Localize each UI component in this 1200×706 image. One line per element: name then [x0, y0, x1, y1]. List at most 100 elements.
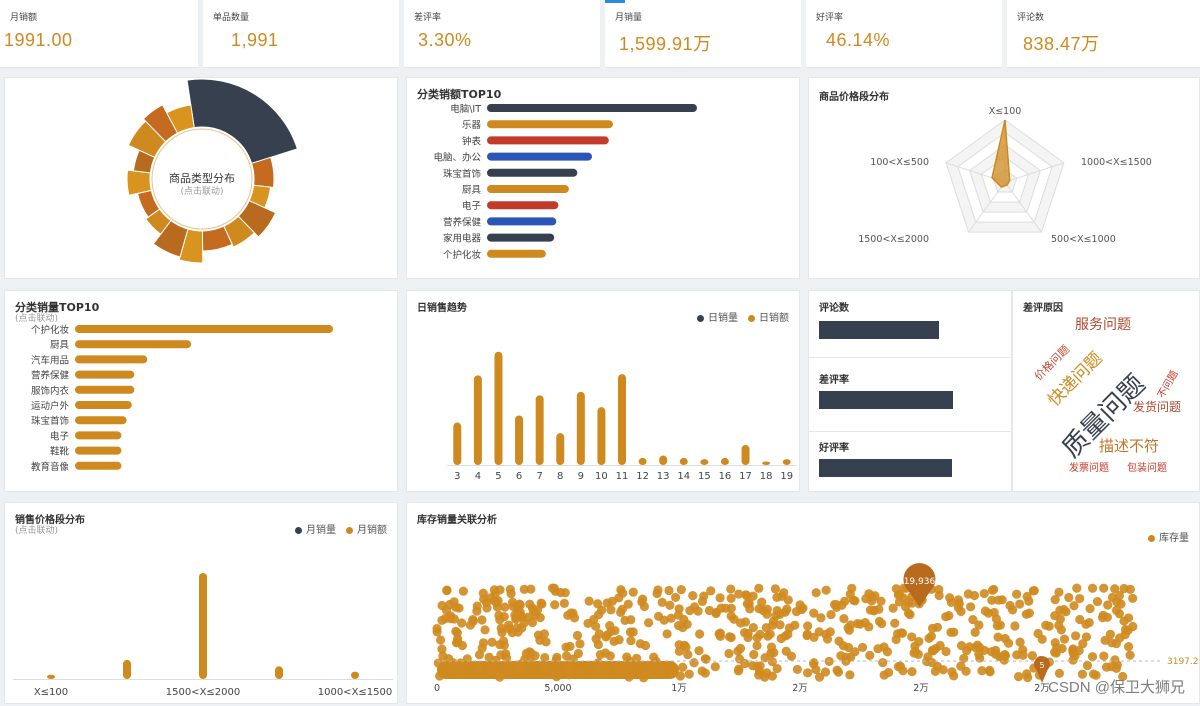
bar[interactable] [75, 385, 135, 394]
donut-slice[interactable] [166, 104, 195, 134]
scatter-point[interactable] [721, 603, 731, 613]
scatter-point[interactable] [575, 639, 585, 649]
scatter-point[interactable] [803, 621, 813, 631]
scatter-point[interactable] [670, 592, 681, 603]
scatter-point[interactable] [1112, 660, 1122, 670]
scatter-point[interactable] [977, 666, 987, 676]
scatter-point[interactable] [516, 659, 526, 669]
scatter-point[interactable] [873, 644, 883, 654]
scatter-point[interactable] [733, 646, 743, 656]
scatter-point[interactable] [733, 666, 744, 676]
scatter-point[interactable] [1054, 587, 1064, 597]
scatter-point[interactable] [898, 593, 908, 603]
bar[interactable] [679, 457, 688, 465]
scatter-point[interactable] [897, 628, 908, 638]
scatter-point[interactable] [665, 600, 675, 610]
word[interactable]: 发票问题 [1069, 461, 1109, 474]
scatter-point[interactable] [772, 592, 782, 602]
scatter-point[interactable] [559, 598, 569, 608]
radar-axis[interactable] [1004, 181, 1042, 233]
scatter-point[interactable] [704, 605, 714, 616]
bar[interactable] [47, 674, 55, 679]
scatter-point[interactable] [437, 644, 447, 654]
scatter-point[interactable] [724, 632, 735, 642]
scatter-point[interactable] [715, 631, 725, 642]
bar[interactable] [75, 416, 127, 425]
scatter-point[interactable] [656, 665, 666, 676]
scatter-point[interactable] [909, 648, 919, 658]
scatter-point[interactable] [769, 648, 779, 658]
scatter-point[interactable] [1087, 583, 1098, 593]
scatter-point[interactable] [1012, 589, 1022, 599]
scatter-point[interactable] [867, 596, 877, 606]
bar[interactable] [453, 422, 462, 465]
bar[interactable] [487, 136, 609, 145]
scatter-point[interactable] [893, 662, 904, 672]
scatter-point[interactable] [1128, 593, 1138, 603]
scatter-point[interactable] [458, 586, 468, 596]
scatter-point[interactable] [1112, 597, 1122, 607]
scatter-point[interactable] [1027, 650, 1037, 661]
scatter-point[interactable] [742, 591, 752, 601]
scatter-point[interactable] [1111, 605, 1122, 616]
scatter-point[interactable] [1103, 600, 1113, 610]
scatter-point[interactable] [437, 600, 447, 611]
scatter-point[interactable] [688, 591, 698, 601]
scatter-point[interactable] [770, 584, 780, 594]
scatter-point[interactable] [684, 669, 694, 679]
scatter-point[interactable] [482, 603, 492, 613]
scatter-point[interactable] [623, 599, 633, 609]
bar[interactable] [75, 461, 122, 470]
scatter-point[interactable] [504, 666, 514, 676]
scatter-point[interactable] [573, 667, 583, 677]
daily-trend-chart[interactable]: 3 4 5 6 7 8 9 10 11 12 13 14 15 16 17 18 19 [407, 291, 800, 492]
scatter-point[interactable] [768, 616, 779, 626]
donut-slice[interactable] [178, 228, 204, 264]
scatter-point[interactable] [652, 588, 662, 599]
scatter-point[interactable] [907, 632, 917, 642]
bar[interactable] [487, 152, 592, 161]
scatter-point[interactable] [584, 596, 594, 606]
scatter-point[interactable] [625, 627, 636, 637]
radar-axis[interactable] [968, 181, 1006, 233]
scatter-point[interactable] [605, 651, 615, 661]
scatter-point[interactable] [626, 615, 636, 625]
scatter-point[interactable] [882, 647, 893, 657]
scatter-point[interactable] [852, 618, 863, 629]
scatter-point[interactable] [846, 652, 856, 662]
scatter-point[interactable] [678, 622, 688, 633]
bar[interactable] [75, 340, 192, 349]
scatter-point[interactable] [1050, 638, 1060, 648]
bar[interactable] [75, 325, 333, 333]
scatter-point[interactable] [821, 585, 831, 595]
scatter-point[interactable] [639, 601, 650, 612]
price-segment-chart[interactable]: X≤100 1500<X≤2000 1000<X≤1500 [5, 503, 398, 704]
scatter-point[interactable] [1022, 669, 1032, 679]
scatter-point[interactable] [504, 624, 515, 634]
scatter-point[interactable] [1050, 611, 1060, 621]
scatter-point[interactable] [614, 593, 624, 603]
scatter-point[interactable] [1099, 651, 1109, 661]
scatter-point[interactable] [639, 673, 649, 683]
scatter-point[interactable] [1028, 586, 1038, 596]
good-review-rate-bar[interactable] [819, 459, 952, 477]
scatter-point[interactable] [865, 650, 875, 660]
scatter-point[interactable] [1123, 642, 1134, 652]
price-radar-chart[interactable]: X≤100 1000<X≤1500 500<X≤1000 1500<X≤2000 100… [809, 78, 1200, 279]
scatter-point[interactable] [1084, 617, 1094, 628]
scatter-point[interactable] [1050, 595, 1060, 605]
scatter-point[interactable] [1033, 628, 1043, 639]
bar[interactable] [515, 415, 524, 465]
scatter-point[interactable] [527, 617, 538, 628]
radar-area[interactable] [991, 119, 1011, 188]
scatter-point[interactable] [446, 613, 456, 624]
radar-axis[interactable] [1004, 162, 1065, 183]
scatter-point[interactable] [990, 649, 1001, 659]
scatter-point[interactable] [606, 605, 616, 615]
scatter-point[interactable] [480, 625, 490, 635]
scatter-point[interactable] [497, 627, 507, 638]
bar[interactable] [762, 461, 771, 465]
bar[interactable] [199, 573, 207, 679]
bar[interactable] [700, 459, 709, 465]
scatter-point[interactable] [1082, 660, 1093, 671]
